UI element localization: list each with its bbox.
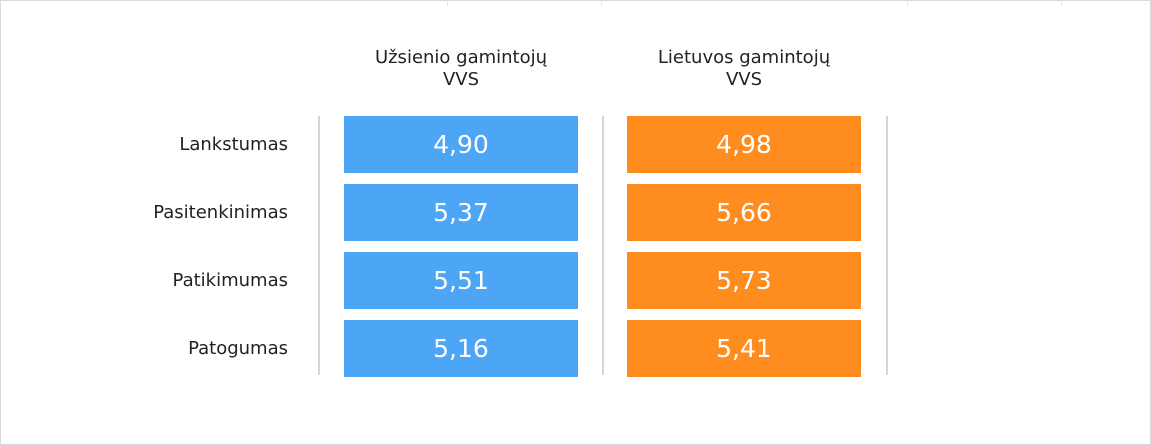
top-tick bbox=[907, 0, 908, 6]
row-label: Pasitenkinimas bbox=[153, 201, 288, 223]
value-cell: 5,16 bbox=[344, 320, 578, 377]
top-tick bbox=[447, 0, 448, 6]
row-label: Patikimumas bbox=[172, 269, 288, 291]
top-tick bbox=[601, 0, 602, 6]
value-cell: 5,41 bbox=[627, 320, 861, 377]
column-header-line: VVS bbox=[725, 69, 763, 90]
value-cell: 4,98 bbox=[627, 116, 861, 173]
value-cell: 4,90 bbox=[344, 116, 578, 173]
column-header-foreign: Užsienio gamintojų VVS bbox=[344, 47, 578, 91]
value-cell: 5,73 bbox=[627, 252, 861, 309]
row-label: Lankstumas bbox=[179, 133, 288, 155]
column-header-line: VVS bbox=[442, 69, 480, 90]
column-divider bbox=[318, 116, 320, 375]
column-header-line: Užsienio gamintojų bbox=[374, 47, 548, 68]
column-divider bbox=[602, 116, 604, 375]
value-cell: 5,51 bbox=[344, 252, 578, 309]
value-cell: 5,66 bbox=[627, 184, 861, 241]
value-cell: 5,37 bbox=[344, 184, 578, 241]
column-divider bbox=[886, 116, 888, 375]
column-header-lithuanian: Lietuvos gamintojų VVS bbox=[627, 47, 861, 91]
top-tick bbox=[1061, 0, 1062, 6]
column-header-line: Lietuvos gamintojų bbox=[657, 47, 831, 68]
row-label: Patogumas bbox=[188, 337, 288, 359]
